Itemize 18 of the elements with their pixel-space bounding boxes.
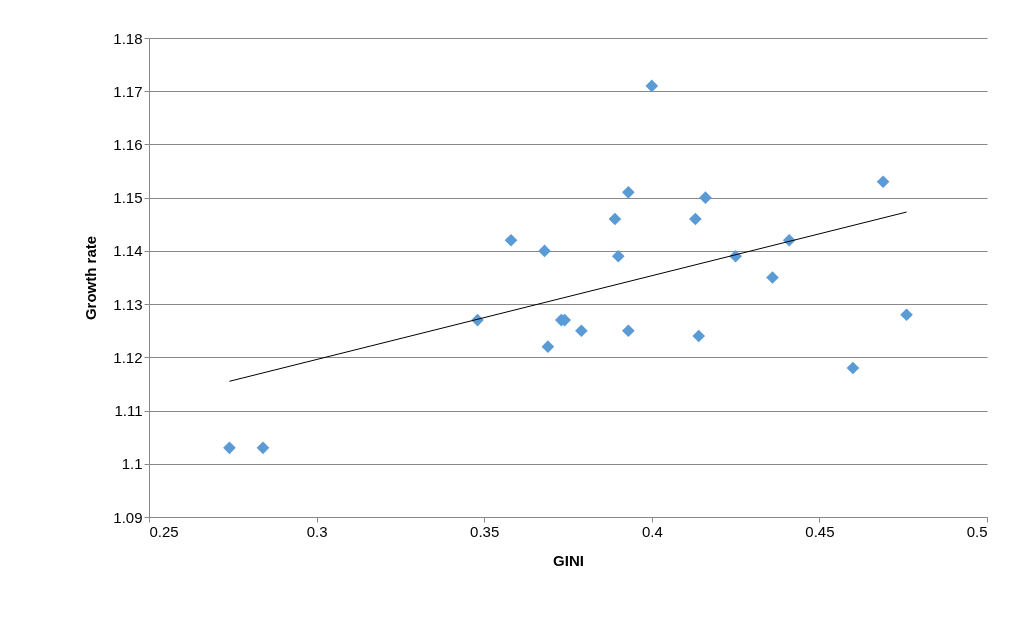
y-tick-label: 1.11 [114, 402, 143, 420]
y-tick-label: 1.16 [113, 135, 143, 153]
y-tick-label: 1.14 [113, 242, 143, 260]
y-tick-label: 1.18 [113, 29, 143, 47]
y-tick-label: 1.09 [113, 508, 143, 526]
x-tick-label: 0.45 [805, 522, 835, 540]
y-tick-label: 1.1 [121, 455, 143, 473]
x-tick-label: 0.4 [641, 522, 663, 540]
x-axis-title: GINI [553, 551, 584, 569]
y-tick-label: 1.15 [113, 189, 143, 207]
y-tick-label: 1.17 [113, 82, 143, 100]
x-tick-label: 0.3 [306, 522, 328, 540]
y-axis-title: Growth rate [82, 235, 100, 321]
x-tick-label: 0.5 [966, 522, 988, 540]
y-tick-label: 1.13 [113, 295, 143, 313]
y-tick-label: 1.12 [113, 348, 143, 366]
x-tick-label: 0.25 [149, 522, 179, 540]
x-tick-label: 0.35 [470, 522, 500, 540]
